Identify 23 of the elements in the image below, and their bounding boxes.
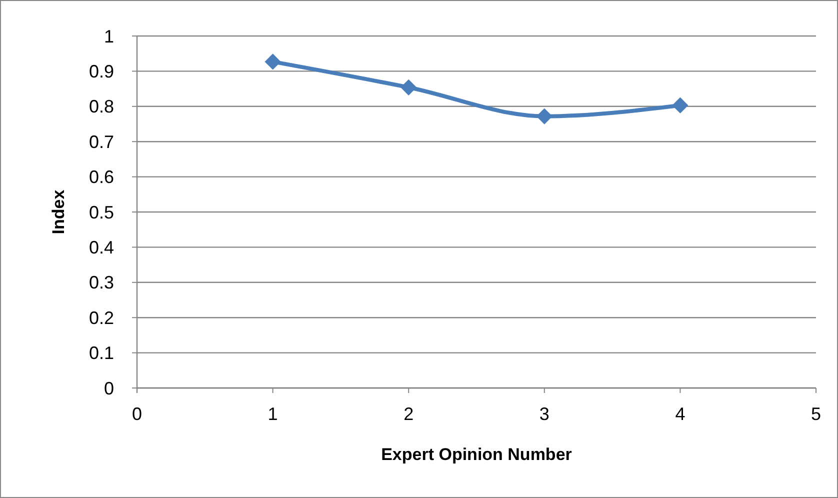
point <box>672 97 688 114</box>
point <box>400 79 417 96</box>
x-axis-title: Expert Opinion Number <box>381 445 572 464</box>
x-tick-label: 2 <box>404 404 414 424</box>
y-tick-label: 0.1 <box>88 343 114 364</box>
y-tick-label: 0.9 <box>88 62 114 82</box>
y-tick-label: 0.7 <box>88 132 114 152</box>
y-tick-label: 0.5 <box>88 202 114 222</box>
x-tick-label: 1 <box>268 404 278 424</box>
x-tick-label: 4 <box>675 404 686 424</box>
x-tick-label: 5 <box>810 404 822 424</box>
y-tick-label: 0.3 <box>88 272 114 293</box>
x-tick-label: 3 <box>539 404 550 424</box>
y-tick-label: 0 <box>104 378 114 398</box>
y-tick-label: 1 <box>104 26 114 46</box>
point <box>264 54 281 70</box>
x-tick-label: 0 <box>132 404 142 424</box>
y-axis-title: Index <box>49 189 68 234</box>
point <box>536 108 552 124</box>
y-tick-label: 0.6 <box>88 167 114 188</box>
y-tick-label: 0.4 <box>88 238 114 258</box>
y-tick-label: 0.8 <box>88 96 114 117</box>
y-tick-label: 0.2 <box>88 308 114 328</box>
